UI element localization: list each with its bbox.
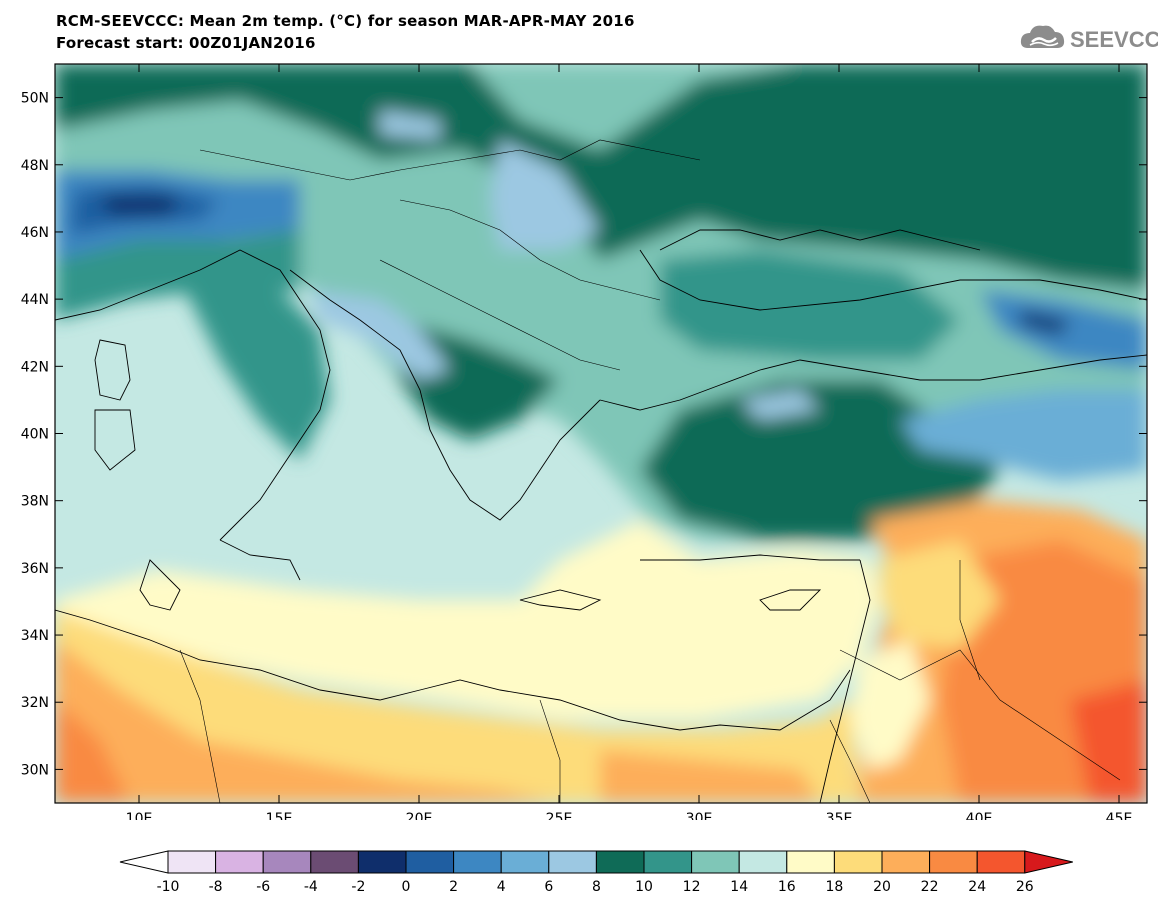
colorbar-label: 12 (683, 879, 701, 895)
x-tick-label: 10E (126, 811, 153, 820)
colorbar-label: 6 (544, 879, 553, 895)
forecast-start-label: Forecast start: 00Z01JAN2016 (56, 34, 316, 52)
colorbar-label: 18 (825, 879, 843, 895)
colorbar-label: -8 (209, 879, 223, 895)
x-tick-label: 20E (406, 811, 433, 820)
colorbar-swatch (976, 850, 1026, 874)
y-tick-label: 50N (21, 91, 49, 107)
temperature-map: 10E 15E 20E 25E 30E 35E 40E 45E 30N 32N 34N 36N 38N… (21, 63, 1148, 820)
cloud-icon (1020, 25, 1065, 48)
colorbar-label: -4 (304, 879, 318, 895)
colorbar-label: 24 (968, 879, 986, 895)
y-tick-label: 46N (21, 225, 49, 241)
colorbar-label: -10 (157, 879, 180, 895)
y-tick-label: 48N (21, 158, 49, 174)
coastlines (55, 229, 1147, 803)
colorbar-swatch (405, 850, 455, 874)
colorbar-swatch (548, 850, 597, 874)
x-tick-label: 15E (266, 811, 293, 820)
x-tick-label: 30E (686, 811, 713, 820)
y-tick-label: 36N (21, 561, 49, 577)
colorbar-label: -2 (351, 879, 365, 895)
x-tick-label: 45E (1106, 811, 1133, 820)
colorbar-swatch (215, 850, 264, 874)
colorbar-label: 4 (497, 879, 506, 895)
country-borders (179, 139, 1121, 803)
y-axis-ticks: 30N 32N 34N 36N 38N 40N 42N 44N 46N 48N 50N (21, 91, 1147, 778)
y-tick-label: 38N (21, 494, 49, 510)
colorbar-label: 14 (730, 879, 748, 895)
colorbar-swatch (738, 850, 788, 874)
x-tick-label: 25E (546, 811, 573, 820)
colorbar-label: 0 (402, 879, 411, 895)
colorbar-swatch (643, 850, 693, 874)
colorbar-swatch (929, 850, 978, 874)
temperature-field (55, 64, 1147, 803)
map-title: RCM-SEEVCCC: Mean 2m temp. (°C) for seas… (56, 12, 635, 30)
y-tick-label: 32N (21, 695, 49, 711)
seevccc-logo: SEEVCCC (1020, 25, 1158, 52)
colorbar-label: 20 (873, 879, 891, 895)
colorbar-label: 26 (1016, 879, 1034, 895)
colorbar-label: 16 (778, 879, 796, 895)
colorbar-label: 22 (921, 879, 939, 895)
colorbar-swatch (691, 850, 740, 874)
colorbar-arrow-low (119, 850, 169, 874)
y-tick-label: 42N (21, 359, 49, 375)
colorbar-swatch (595, 850, 645, 874)
colorbar-label: 8 (592, 879, 601, 895)
y-tick-label: 40N (21, 427, 49, 443)
colorbar-swatch (167, 850, 217, 874)
colorbar-swatch (500, 850, 550, 874)
colorbar-swatch (262, 850, 312, 874)
x-tick-label: 40E (966, 811, 993, 820)
colorbar-swatch (310, 850, 359, 874)
colorbar-swatch (881, 850, 931, 874)
y-tick-label: 44N (21, 292, 49, 308)
logo-text: SEEVCCC (1070, 27, 1158, 52)
x-axis-ticks: 10E 15E 20E 25E 30E 35E 40E 45E (126, 64, 1133, 820)
colorbar-arrow-high (1024, 850, 1073, 874)
y-tick-label: 34N (21, 628, 49, 644)
y-tick-label: 30N (21, 762, 49, 778)
colorbar-swatch (357, 850, 407, 874)
colorbar-label: 10 (635, 879, 653, 895)
colorbar-swatch (786, 850, 835, 874)
colorbar-label: -6 (256, 879, 270, 895)
colorbar-label: 2 (449, 879, 458, 895)
colorbar-swatch (833, 850, 883, 874)
x-tick-label: 35E (826, 811, 853, 820)
colorbar-swatch (453, 850, 502, 874)
